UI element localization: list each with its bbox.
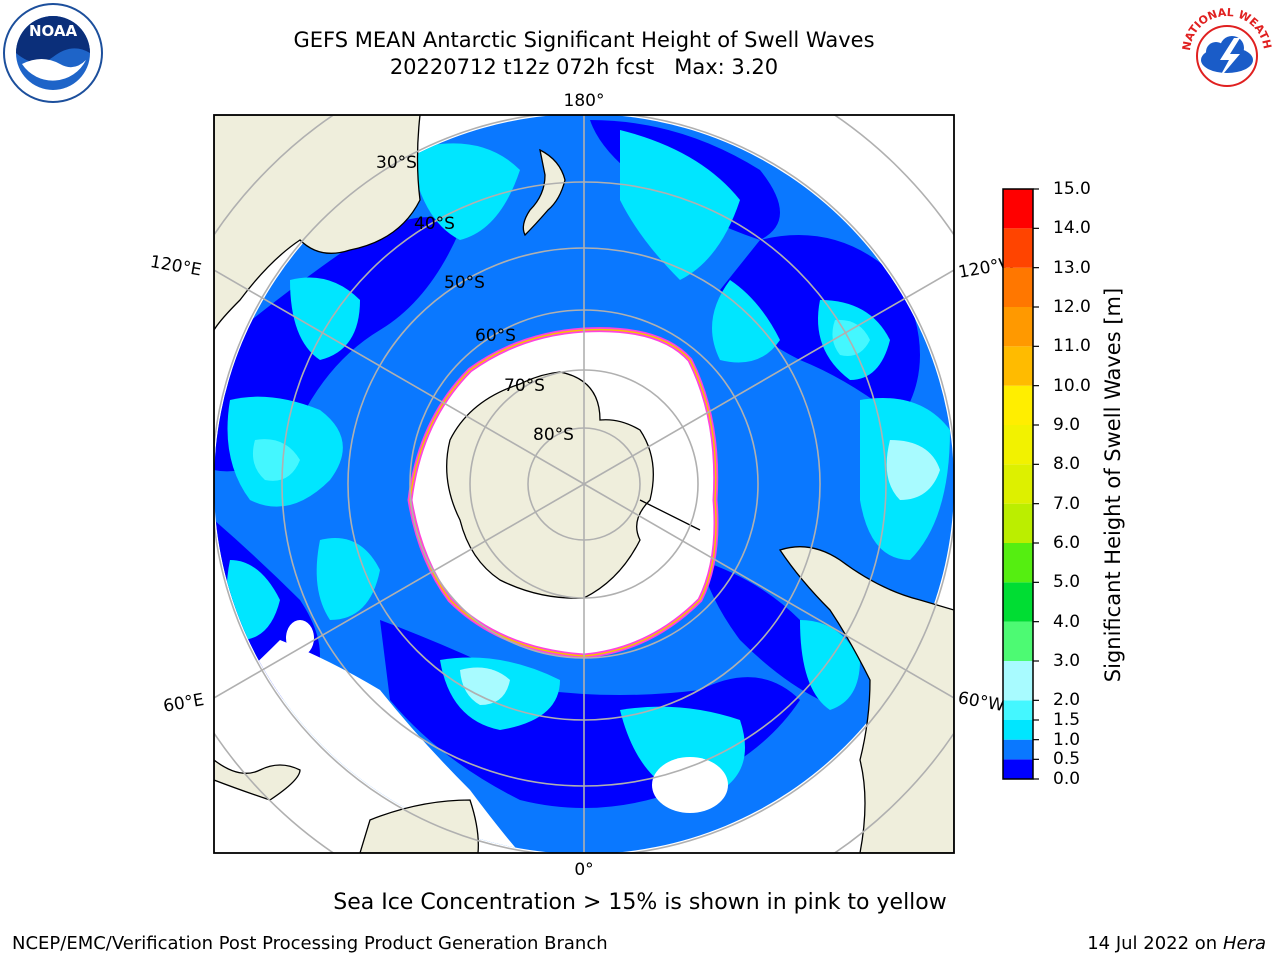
colorbar-tick-label: 6.0 xyxy=(1053,533,1081,553)
colorbar-tick-label: 0.5 xyxy=(1053,749,1081,770)
colorbar-tick-label: 1.5 xyxy=(1053,710,1081,730)
colorbar-tick-label: 13.0 xyxy=(1053,257,1091,278)
colorbar-bin xyxy=(1003,621,1033,661)
lat-label-50s: 50°S xyxy=(444,273,485,293)
sea-ice-note: Sea Ice Concentration > 15% is shown in … xyxy=(333,890,947,915)
colorbar-bin xyxy=(1003,189,1033,229)
map-frame xyxy=(213,114,955,854)
colorbar-bin xyxy=(1003,543,1033,583)
colorbar-bin xyxy=(1003,503,1033,543)
colorbar-bin xyxy=(1003,720,1033,740)
colorbar-bin xyxy=(1003,267,1033,307)
africa-land xyxy=(214,759,479,853)
colorbar-bin xyxy=(1003,464,1033,504)
colorbar-tick-label: 3.0 xyxy=(1053,651,1081,671)
south-america-land xyxy=(778,546,954,853)
colorbar-tick-label: 2.0 xyxy=(1053,690,1081,711)
colorbar-tick-label: 10.0 xyxy=(1053,375,1091,396)
noaa-logo: NOAA xyxy=(3,3,103,103)
footer-date-text: 14 Jul 2022 on xyxy=(1087,933,1223,954)
colorbar-tick-label: 9.0 xyxy=(1053,415,1081,435)
colorbar-bin xyxy=(1003,661,1033,701)
colorbar-tick-label: 1.0 xyxy=(1053,729,1081,750)
colorbar-tick-label: 14.0 xyxy=(1053,218,1091,239)
colorbar-tick-label: 15.0 xyxy=(1053,179,1091,199)
colorbar-bin xyxy=(1003,307,1033,347)
lon-label-180: 180° xyxy=(564,91,605,111)
colorbar-tick-label: 5.0 xyxy=(1053,572,1081,593)
lat-label-60s: 60°S xyxy=(475,326,516,346)
colorbar-tick-label: 11.0 xyxy=(1053,336,1091,357)
graticule xyxy=(214,115,954,853)
noaa-logo-text: NOAA xyxy=(29,22,78,40)
colorbar-bin xyxy=(1003,385,1033,425)
lat-label-80s: 80°S xyxy=(533,425,574,445)
lat-label-40s: 40°S xyxy=(414,214,455,234)
australia-land xyxy=(214,115,421,332)
chart-title: GEFS MEAN Antarctic Significant Height o… xyxy=(293,28,875,52)
colorbar-tick-label: 0.0 xyxy=(1053,769,1081,789)
colorbar-tick-label: 4.0 xyxy=(1053,611,1081,632)
lat-label-30s: 30°S xyxy=(376,153,417,173)
lat-label-70s: 70°S xyxy=(504,376,545,396)
colorbar-bin xyxy=(1003,759,1033,779)
colorbar-tick-label: 12.0 xyxy=(1053,297,1091,317)
footer-date: 14 Jul 2022 on Hera xyxy=(1087,933,1266,954)
colorbar-bin xyxy=(1003,700,1033,720)
colorbar-label: Significant Height of Swell Waves [m] xyxy=(1101,287,1125,683)
colorbar-bin xyxy=(1003,582,1033,622)
colorbar-bin xyxy=(1003,346,1033,386)
colorbar-bin xyxy=(1003,425,1033,465)
colorbar-frame xyxy=(1002,188,1034,780)
nws-logo: NATIONAL WEATHER SERVICE xyxy=(1176,2,1276,102)
colorbar-tick-label: 7.0 xyxy=(1053,493,1081,514)
footer-machine: Hera xyxy=(1222,933,1266,954)
chart-subtitle: 20220712 t12z 072h fcst Max: 3.20 xyxy=(389,55,779,79)
colorbar-bin xyxy=(1003,739,1033,760)
colorbar-tick-label: 8.0 xyxy=(1053,454,1081,475)
lon-label-0: 0° xyxy=(574,860,593,880)
colorbar-bin xyxy=(1003,228,1033,268)
footer-credit: NCEP/EMC/Verification Post Processing Pr… xyxy=(12,933,608,954)
new-zealand-land xyxy=(522,148,566,237)
